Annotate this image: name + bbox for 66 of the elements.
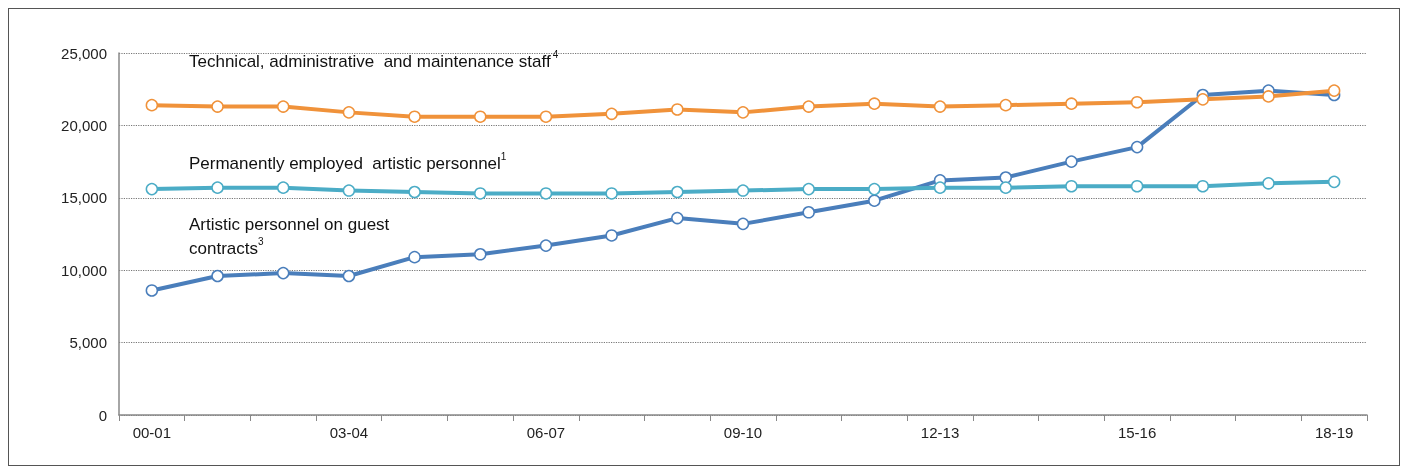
point bbox=[1065, 97, 1078, 110]
point bbox=[802, 100, 815, 113]
y-tick-label: 20,000 bbox=[61, 116, 107, 134]
x-tick-label: 03-04 bbox=[329, 424, 369, 441]
point bbox=[342, 106, 356, 119]
point bbox=[999, 171, 1012, 184]
point bbox=[802, 206, 815, 219]
point bbox=[342, 184, 356, 197]
y-tick-label: 0 bbox=[98, 406, 107, 424]
point bbox=[1130, 179, 1144, 193]
point bbox=[474, 110, 487, 123]
point bbox=[999, 98, 1012, 112]
point bbox=[211, 100, 224, 113]
point bbox=[671, 185, 684, 199]
point bbox=[671, 103, 684, 116]
x-tick-label: 00-01 bbox=[132, 424, 172, 441]
point bbox=[408, 250, 421, 264]
point bbox=[605, 187, 618, 200]
x-tick-label: 15-16 bbox=[1117, 424, 1157, 441]
point bbox=[342, 269, 356, 283]
point bbox=[1262, 90, 1275, 103]
point bbox=[145, 182, 159, 196]
point bbox=[802, 182, 815, 196]
point bbox=[933, 100, 947, 113]
y-tick-label: 15,000 bbox=[61, 189, 107, 207]
y-tick-label: 10,000 bbox=[61, 261, 107, 279]
y-tick-label: 5,000 bbox=[69, 334, 107, 352]
point bbox=[211, 269, 224, 283]
point bbox=[1327, 175, 1341, 189]
point bbox=[868, 194, 881, 207]
x-tick-label: 12-13 bbox=[920, 424, 960, 441]
point bbox=[474, 248, 487, 261]
x-tick-label: 09-10 bbox=[723, 424, 763, 441]
point bbox=[1065, 179, 1078, 193]
point bbox=[605, 107, 618, 121]
point bbox=[408, 110, 421, 123]
point bbox=[999, 181, 1012, 194]
point bbox=[276, 181, 290, 194]
point bbox=[736, 184, 750, 197]
point bbox=[1196, 93, 1210, 106]
point bbox=[736, 217, 750, 231]
point bbox=[539, 187, 553, 200]
point bbox=[671, 211, 684, 225]
point bbox=[605, 229, 618, 242]
point bbox=[276, 266, 290, 280]
point bbox=[474, 187, 487, 200]
point bbox=[145, 98, 159, 112]
point bbox=[1130, 140, 1144, 154]
x-tick-label: 06-07 bbox=[526, 424, 566, 441]
point bbox=[1130, 95, 1144, 109]
point bbox=[1327, 84, 1341, 97]
point bbox=[539, 239, 553, 252]
point bbox=[736, 106, 750, 119]
point bbox=[868, 182, 881, 196]
point bbox=[1065, 155, 1078, 168]
point bbox=[1262, 177, 1275, 190]
point bbox=[408, 185, 421, 199]
x-tick-label: 18-19 bbox=[1314, 424, 1354, 441]
point bbox=[539, 110, 553, 123]
point bbox=[1196, 179, 1210, 193]
point bbox=[868, 97, 881, 110]
point bbox=[933, 181, 947, 194]
y-tick-label: 25,000 bbox=[61, 44, 107, 62]
point bbox=[211, 181, 224, 194]
point bbox=[276, 100, 290, 113]
point bbox=[145, 284, 159, 297]
